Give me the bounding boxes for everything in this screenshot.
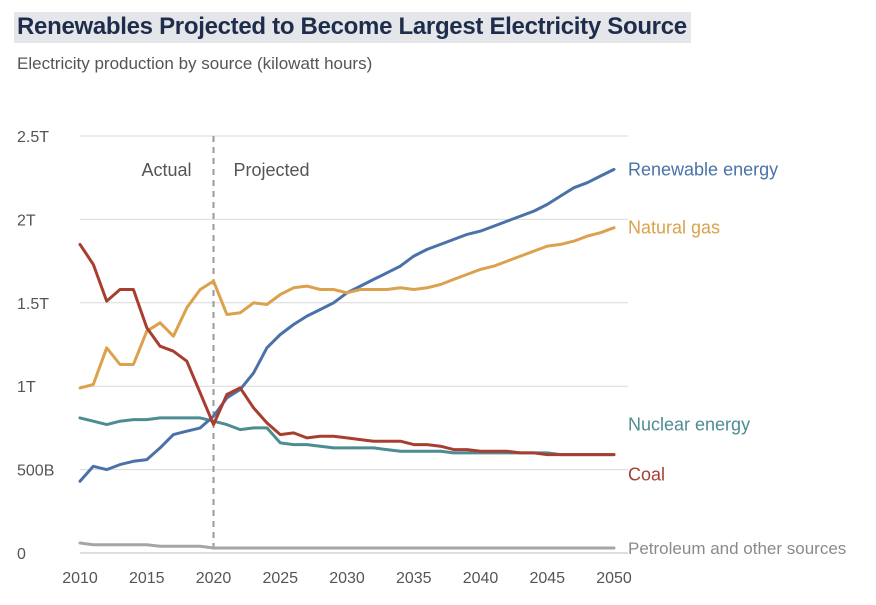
series-lines [78, 167, 616, 550]
series-label: Renewable energy [628, 159, 778, 179]
y-tick-label: 0 [17, 546, 26, 563]
chart-title: Renewables Projected to Become Largest E… [14, 12, 691, 43]
y-tick-label: 1T [17, 379, 36, 396]
x-tick-label: 2050 [596, 570, 632, 587]
gridlines [80, 135, 628, 554]
series-label: Petroleum and other sources [628, 539, 846, 558]
projected-label: Projected [234, 160, 310, 180]
line-natural-gas [78, 226, 616, 390]
actual-projected-divider: Actual Projected [141, 136, 310, 553]
line-renewable-energy [78, 167, 616, 483]
series-label: Coal [628, 465, 665, 485]
y-tick-label: 1.5T [17, 296, 49, 313]
line-petroleum-and-other-sources [78, 541, 616, 550]
series-label: Nuclear energy [628, 415, 750, 435]
y-tick-label: 2T [17, 212, 36, 229]
x-tick-label: 2045 [529, 570, 565, 587]
x-tick-label: 2015 [129, 570, 165, 587]
x-tick-label: 2035 [396, 570, 432, 587]
series-labels: Renewable energy Natural gas Nuclear energ… [628, 159, 846, 558]
y-tick-label: 2.5T [17, 129, 49, 146]
x-tick-label: 2010 [62, 570, 98, 587]
line-coal [78, 242, 616, 457]
series-label: Natural gas [628, 218, 720, 238]
x-axis-labels: 2010 2015 2020 2025 2030 2035 2040 2045 2050 [62, 570, 632, 587]
y-tick-label: 500B [17, 463, 54, 480]
y-axis-labels: 0 500B 1T 1.5T 2T 2.5T [17, 129, 54, 563]
chart-title-wrap: Renewables Projected to Become Largest E… [14, 12, 691, 43]
x-tick-label: 2025 [262, 570, 298, 587]
chart-subtitle: Electricity production by source (kilowa… [17, 54, 373, 73]
x-tick-label: 2030 [329, 570, 365, 587]
actual-label: Actual [141, 160, 191, 180]
x-tick-label: 2040 [463, 570, 499, 587]
x-tick-label: 2020 [196, 570, 232, 587]
